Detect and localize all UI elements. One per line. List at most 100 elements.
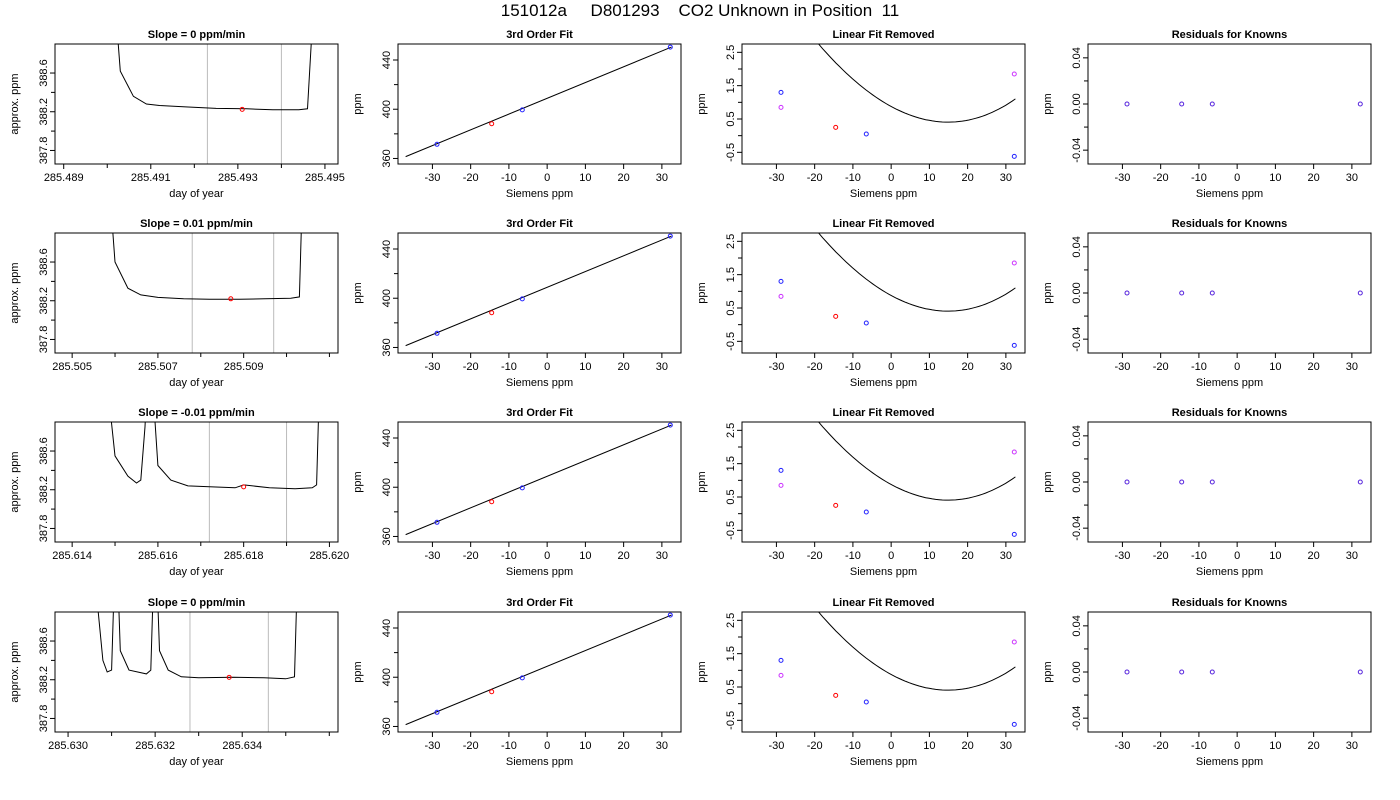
plot-frame bbox=[741, 421, 1026, 543]
x-tick-label: -30 bbox=[768, 550, 784, 562]
unknown-point bbox=[833, 692, 839, 698]
x-tick-label: 10 bbox=[1269, 740, 1281, 752]
x-tick-label: -30 bbox=[1114, 172, 1130, 184]
y-tick-label: 360 bbox=[381, 717, 393, 735]
x-tick-label: -10 bbox=[1191, 361, 1207, 373]
x-tick-label: 285.507 bbox=[138, 361, 178, 373]
panel-r4_trace: Slope = 0 ppm/min 285.630 285.632 285.634 38… bbox=[9, 597, 339, 768]
plot-frame bbox=[741, 611, 1026, 733]
y-tick-label: 0.5 bbox=[725, 679, 737, 694]
y-tick-label: 0.5 bbox=[725, 489, 737, 504]
panel-title: Slope = -0.01 ppm/min bbox=[138, 407, 255, 419]
x-axis-label: Siemens ppm bbox=[1196, 566, 1263, 578]
x-tick-label: 30 bbox=[656, 740, 668, 752]
known-point bbox=[667, 612, 673, 618]
plot-frame bbox=[397, 421, 682, 543]
y-tick-label: 400 bbox=[381, 478, 393, 496]
y-tick-label: 0.00 bbox=[1071, 661, 1083, 682]
panel-r4_lin: Linear Fit Removed -30 -20 -10 0 10 20 30 -0.5 0.… bbox=[696, 597, 1026, 768]
residual-point bbox=[1209, 290, 1215, 296]
x-tick-label: -30 bbox=[424, 550, 440, 562]
y-axis-label: ppm bbox=[696, 282, 708, 303]
fit-line bbox=[405, 614, 672, 726]
y-tick-label: 1.5 bbox=[725, 78, 737, 93]
x-tick-label: -30 bbox=[424, 740, 440, 752]
unknown-point bbox=[489, 689, 495, 695]
known-point bbox=[434, 330, 440, 336]
plot-frame bbox=[54, 611, 339, 733]
x-tick-label: 30 bbox=[656, 550, 668, 562]
x-tick-label: -20 bbox=[1153, 740, 1169, 752]
x-tick-label: 285.495 bbox=[305, 172, 345, 184]
y-axis-label: ppm bbox=[1042, 93, 1054, 114]
plot-area bbox=[1124, 669, 1363, 675]
known-point bbox=[778, 278, 784, 284]
panel-r3_res: Residuals for Knowns -30 -20 -10 0 10 20 30 -0.0… bbox=[1042, 407, 1372, 578]
panel-title: Linear Fit Removed bbox=[832, 218, 934, 230]
y-tick-label: 388.2 bbox=[38, 476, 50, 504]
known-point bbox=[519, 296, 525, 302]
cubic-curve bbox=[817, 44, 1016, 123]
residual-point bbox=[1209, 669, 1215, 675]
y-axis-label: ppm bbox=[352, 93, 364, 114]
plot-area bbox=[405, 612, 673, 726]
x-tick-label: 0 bbox=[1234, 172, 1240, 184]
x-tick-label: -30 bbox=[1114, 550, 1130, 562]
y-tick-label: 1.5 bbox=[725, 456, 737, 471]
y-tick-label: 2.5 bbox=[725, 45, 737, 60]
panel-title: 3rd Order Fit bbox=[506, 407, 573, 419]
x-axis-label: day of year bbox=[169, 377, 224, 389]
other-point bbox=[1011, 71, 1017, 77]
y-tick-label: 440 bbox=[381, 619, 393, 637]
known-point bbox=[1011, 721, 1017, 727]
plot-area bbox=[117, 44, 312, 112]
other-point bbox=[1011, 449, 1017, 455]
x-tick-label: 20 bbox=[962, 361, 974, 373]
x-tick-label: -30 bbox=[768, 172, 784, 184]
plot-area bbox=[97, 612, 297, 680]
y-tick-label: 400 bbox=[381, 289, 393, 307]
panel-title: 3rd Order Fit bbox=[506, 597, 573, 609]
x-tick-label: -20 bbox=[463, 361, 479, 373]
x-tick-label: 30 bbox=[1346, 740, 1358, 752]
known-point bbox=[667, 233, 673, 239]
trace-line bbox=[110, 422, 319, 490]
x-axis-label: Siemens ppm bbox=[850, 566, 917, 578]
panel-r1_trace: Slope = 0 ppm/min 285.489 285.491 285.493 28… bbox=[9, 29, 345, 200]
y-tick-label: -0.5 bbox=[725, 711, 737, 730]
x-tick-label: -10 bbox=[845, 740, 861, 752]
x-tick-label: 30 bbox=[656, 172, 668, 184]
x-tick-label: 285.509 bbox=[224, 361, 264, 373]
plot-frame bbox=[1087, 421, 1372, 543]
known-point bbox=[863, 320, 869, 326]
x-tick-label: 285.632 bbox=[135, 740, 175, 752]
panel-r3_trace: Slope = -0.01 ppm/min 285.614 285.616 285.6… bbox=[9, 407, 350, 578]
residual-point bbox=[1357, 669, 1363, 675]
x-tick-label: 20 bbox=[1308, 361, 1320, 373]
y-tick-label: -0.04 bbox=[1071, 138, 1083, 163]
plot-frame bbox=[741, 43, 1026, 165]
y-tick-label: 0.04 bbox=[1071, 236, 1083, 257]
other-point bbox=[778, 672, 784, 678]
x-tick-label: 0 bbox=[544, 172, 550, 184]
known-point bbox=[434, 709, 440, 715]
residual-point bbox=[1179, 479, 1185, 485]
x-axis-label: day of year bbox=[169, 566, 224, 578]
known-point bbox=[434, 519, 440, 525]
x-tick-label: 285.620 bbox=[310, 550, 350, 562]
y-tick-label: 360 bbox=[381, 338, 393, 356]
x-tick-label: 30 bbox=[1346, 550, 1358, 562]
x-tick-label: -30 bbox=[1114, 740, 1130, 752]
panel-r2_fit: 3rd Order Fit -30 -20 -10 0 10 20 30 360 400 440 Si… bbox=[352, 218, 682, 389]
plot-area bbox=[778, 233, 1017, 348]
cubic-curve bbox=[817, 422, 1016, 501]
x-axis-label: Siemens ppm bbox=[506, 188, 573, 200]
unknown-marker bbox=[226, 674, 232, 680]
x-tick-label: 20 bbox=[1308, 172, 1320, 184]
x-tick-label: -10 bbox=[845, 172, 861, 184]
y-tick-label: 0.00 bbox=[1071, 93, 1083, 114]
x-tick-label: -10 bbox=[501, 172, 517, 184]
y-tick-label: 400 bbox=[381, 668, 393, 686]
known-point bbox=[519, 485, 525, 491]
x-tick-label: 20 bbox=[618, 361, 630, 373]
